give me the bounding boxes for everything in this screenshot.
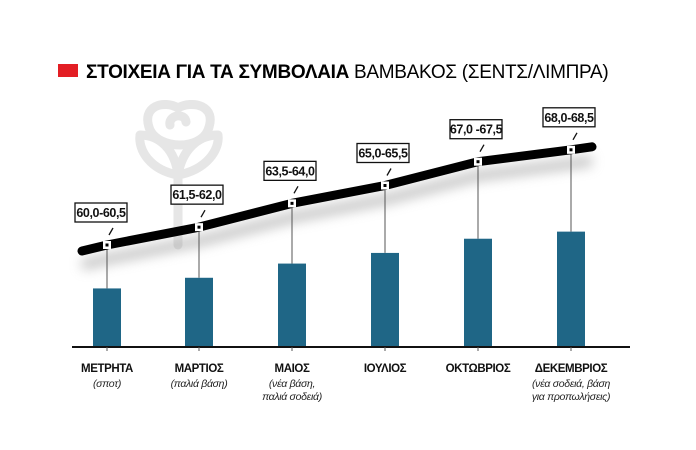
category-sublabel: (νέα σοδειά, βάση: [532, 378, 611, 390]
point-dot: [569, 148, 573, 152]
value-label: 63,5-64,0: [265, 164, 315, 178]
value-label: 67,0 -67,5: [450, 123, 503, 137]
category-label: ΔΕΚΕΜΒΡΙΟΣ: [535, 363, 608, 375]
price-line: [77, 142, 597, 256]
bar-6: [557, 231, 585, 347]
value-label: 61,5-62,0: [172, 188, 222, 202]
bar-1: [93, 288, 121, 347]
bar-5: [464, 238, 492, 347]
category-label: ΜΑΙΟΣ: [275, 363, 310, 375]
value-label-box: [170, 184, 224, 205]
point-dot: [290, 201, 294, 205]
category-label: ΜΕΤΡΗΤΑ: [81, 363, 133, 375]
value-label-box: [542, 107, 596, 128]
value-label-box: [74, 202, 128, 223]
value-label-box: [449, 119, 503, 140]
category-label: ΟΚΤΩΒΡΙΟΣ: [446, 363, 511, 375]
value-label: 68,0-68,5: [544, 111, 594, 125]
category-sublabel: για προπωλήσεις): [532, 391, 610, 403]
title-rest: ΒΑΜΒΑΚΟΣ (ΣΕΝΤΣ/ΛΙΜΠΡΑ): [354, 62, 609, 83]
category-sublabel: (νέα βάση,: [269, 378, 315, 390]
value-label: 60,0-60,5: [76, 206, 126, 220]
value-label-box: [263, 160, 317, 182]
label-pointer: [479, 144, 485, 153]
bar-4: [371, 252, 399, 347]
point-dot: [197, 225, 201, 229]
label-pointer: [200, 209, 206, 218]
label-pointer: [293, 186, 299, 194]
category-sublabel: (σποτ): [93, 378, 121, 390]
point-dot: [105, 243, 109, 247]
title-bold: ΣΤΟΙΧΕΙΑ ΓΙΑ ΤΑ ΣΥΜΒΟΛΑΙΑ: [86, 62, 350, 83]
label-pointer: [386, 168, 392, 176]
line-shadow: [80, 155, 593, 270]
category-label: ΜΑΡΤΙΟΣ: [175, 363, 224, 375]
category-sublabel: παλιά σοδειά): [262, 391, 322, 403]
bar-2: [185, 277, 213, 347]
value-label: 65,0-65,5: [358, 147, 408, 161]
category-label: ΙΟΥΛΙΟΣ: [364, 363, 407, 375]
point-dot: [476, 160, 480, 164]
value-label-box: [356, 142, 410, 164]
category-sublabel: (παλιά βάση): [171, 378, 228, 390]
point-dot: [383, 184, 387, 187]
label-pointer: [572, 132, 578, 141]
title-marker: [58, 64, 78, 77]
chart-title: ΣΤΟΙΧΕΙΑ ΓΙΑ ΤΑ ΣΥΜΒΟΛΑΙΑ ΒΑΜΒΑΚΟΣ (ΣΕΝΤ…: [58, 62, 609, 84]
bar-3: [278, 263, 306, 347]
label-pointer: [108, 227, 114, 236]
